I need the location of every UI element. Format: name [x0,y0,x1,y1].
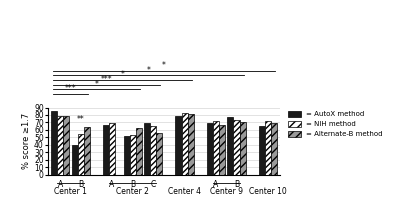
Bar [78,134,84,175]
Text: Center 4: Center 4 [168,187,201,196]
Bar [124,136,130,175]
Bar [213,121,219,175]
Bar [182,113,188,175]
Text: **: ** [77,115,84,124]
Text: ***: *** [64,84,76,93]
Bar [234,120,240,175]
Bar [51,111,57,175]
Text: C: C [150,180,156,189]
Text: *: * [120,70,124,79]
Bar [156,133,162,175]
Bar [103,125,109,175]
Text: ***: *** [101,75,112,84]
Bar [150,126,156,175]
Bar [240,123,246,175]
Text: *: * [162,61,166,70]
Bar [188,114,194,175]
Bar [63,116,69,175]
Bar [228,117,234,175]
Text: *: * [94,80,98,89]
Bar [130,135,136,175]
Text: Center 2: Center 2 [116,187,149,196]
Text: A: A [110,180,115,189]
Bar [144,123,150,175]
Bar [109,123,115,175]
Bar [72,145,78,175]
Text: B: B [78,180,83,189]
Y-axis label: % score ≥1.7: % score ≥1.7 [22,113,31,169]
Text: Center 9: Center 9 [210,187,243,196]
Bar [271,123,277,175]
Bar [176,116,182,175]
Bar [57,116,63,175]
Bar [265,121,271,175]
Text: A: A [213,180,218,189]
Text: A: A [58,180,63,189]
Text: Center 1: Center 1 [54,187,87,196]
Bar [136,128,142,175]
Text: *: * [146,66,150,75]
Bar [259,126,265,175]
Bar [219,125,225,175]
Text: Center 10: Center 10 [249,187,287,196]
Text: B: B [130,180,135,189]
Legend: = AutoX method, = NIH method, = Alternate-B method: = AutoX method, = NIH method, = Alternat… [288,111,383,137]
Bar [84,127,90,175]
Bar [207,123,213,175]
Text: B: B [234,180,239,189]
